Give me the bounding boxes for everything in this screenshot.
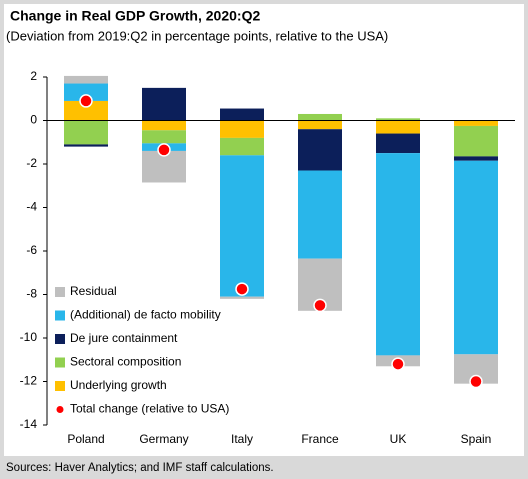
bar-segment xyxy=(220,120,264,138)
legend-label: Underlying growth xyxy=(70,378,167,392)
bar-segment xyxy=(220,155,264,297)
bar-segment xyxy=(454,125,498,157)
y-tick-label: -2 xyxy=(26,156,37,170)
x-tick-label: Spain xyxy=(461,432,492,446)
x-tick-label: Poland xyxy=(67,432,104,446)
legend-label: Sectoral composition xyxy=(70,355,181,369)
legend-label: De jure containment xyxy=(70,331,178,345)
total-dot xyxy=(157,143,171,157)
chart-subtitle: (Deviation from 2019:Q2 in percentage po… xyxy=(6,28,388,43)
bar-segment xyxy=(298,129,342,171)
bar-segment xyxy=(220,296,264,299)
y-tick-label: -8 xyxy=(26,287,37,301)
legend-label: Residual xyxy=(70,284,117,298)
bar-segment xyxy=(64,83,108,101)
bar-segment xyxy=(298,113,342,121)
bar-segment xyxy=(376,153,420,356)
legend-swatch xyxy=(55,357,65,368)
bar-segment xyxy=(454,160,498,355)
total-dot xyxy=(235,282,249,296)
bar-segment xyxy=(298,170,342,259)
bar-segment xyxy=(454,120,498,126)
legend-swatch xyxy=(55,287,65,297)
total-dot xyxy=(469,374,483,389)
total-dot xyxy=(313,298,327,313)
bar-segment xyxy=(298,120,342,130)
bar-segment xyxy=(142,120,186,131)
x-tick-label: Italy xyxy=(231,432,253,446)
chart-title: Change in Real GDP Growth, 2020:Q2 xyxy=(10,8,260,24)
legend-swatch xyxy=(55,334,65,344)
bar-segment xyxy=(376,133,420,154)
y-tick-label: 2 xyxy=(30,69,37,83)
y-tick-label: -6 xyxy=(26,243,37,257)
bar-segment xyxy=(64,120,108,145)
legend-swatch xyxy=(55,381,65,391)
bar-segment xyxy=(454,156,498,161)
source-note: Sources: Haver Analytics; and IMF staff … xyxy=(6,462,274,474)
total-dot xyxy=(79,94,93,108)
bar-segment xyxy=(142,87,186,121)
y-tick-label: -10 xyxy=(20,330,38,344)
bar-segment xyxy=(64,100,108,121)
y-tick-label: -12 xyxy=(20,374,38,388)
bar-segment xyxy=(376,118,420,121)
bar-segment xyxy=(220,137,264,156)
legend-label: Total change (relative to USA) xyxy=(70,402,229,416)
bar-segment xyxy=(376,120,420,134)
legend-label: (Additional) de facto mobility xyxy=(70,308,221,322)
y-tick-label: 0 xyxy=(30,113,37,127)
bar-segment xyxy=(64,75,108,84)
y-tick-label: -4 xyxy=(26,200,37,214)
legend-swatch xyxy=(56,406,64,413)
bar-segment xyxy=(142,130,186,144)
bar-segment xyxy=(220,108,264,121)
x-tick-label: UK xyxy=(390,432,407,446)
x-tick-label: France xyxy=(301,432,339,446)
legend-swatch xyxy=(55,310,65,321)
bar-segment xyxy=(64,144,108,147)
x-tick-label: Germany xyxy=(139,432,188,446)
total-dot xyxy=(391,357,405,371)
y-tick-label: -14 xyxy=(20,417,38,431)
